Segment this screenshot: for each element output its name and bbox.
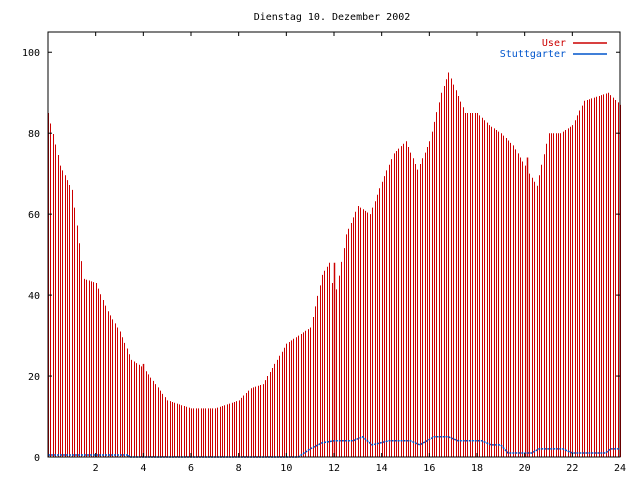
y-axis: 0 20 40 60 80 100	[22, 48, 620, 464]
y-tick-label: 0	[34, 453, 40, 464]
x-tick-label: 2	[93, 463, 99, 474]
x-tick-label: 18	[471, 463, 483, 474]
x-tick-label: 16	[423, 463, 435, 474]
x-tick-label: 6	[188, 463, 194, 474]
stuttgarter-line	[48, 435, 620, 458]
y-tick-label: 60	[28, 210, 40, 221]
x-tick-label: 8	[236, 463, 242, 474]
x-tick-label: 14	[376, 463, 388, 474]
x-tick-label: 10	[280, 463, 292, 474]
y-tick-label: 20	[28, 372, 40, 383]
x-tick-label: 22	[566, 463, 578, 474]
user-bars	[48, 72, 621, 457]
x-axis: 2 4 6 8 10 12 14 16 18 20 22 24	[93, 32, 626, 474]
legend-label: User	[542, 38, 566, 49]
y-tick-label: 80	[28, 129, 40, 140]
y-tick-label: 100	[22, 48, 40, 59]
chart-title: Dienstag 10. Dezember 2002	[254, 12, 411, 23]
x-tick-label: 24	[614, 463, 626, 474]
legend-label: Stuttgarter	[500, 49, 566, 60]
x-tick-label: 12	[328, 463, 340, 474]
x-tick-label: 4	[140, 463, 146, 474]
stuttgarter-line-layer	[48, 435, 620, 458]
x-tick-label: 20	[519, 463, 531, 474]
y-tick-label: 40	[28, 291, 40, 302]
